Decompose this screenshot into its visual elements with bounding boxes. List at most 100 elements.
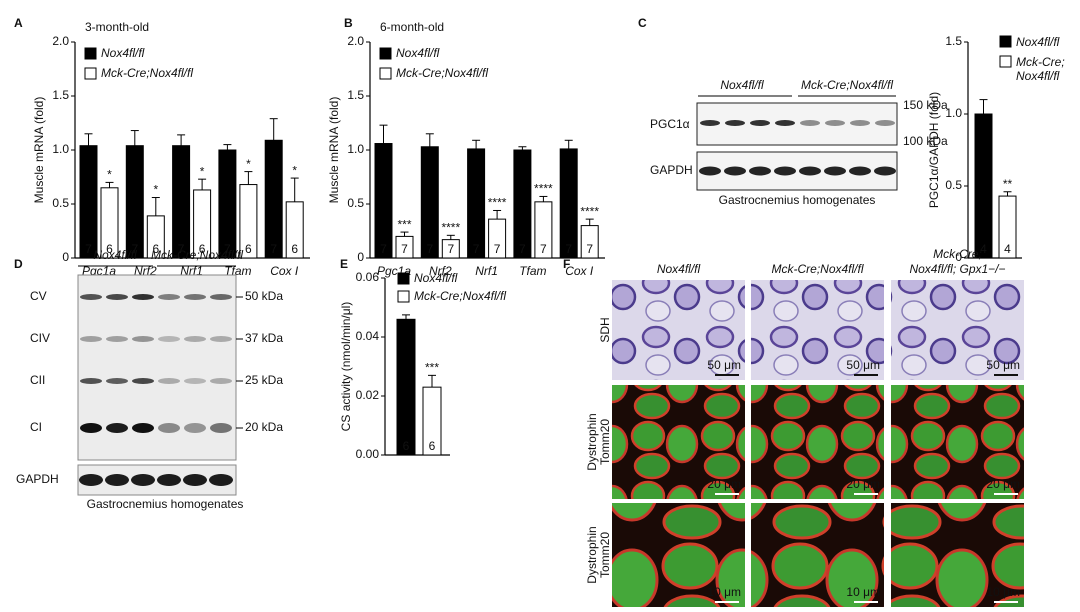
blot-band — [750, 120, 770, 126]
count-label: 6 — [429, 439, 436, 453]
blot-band — [80, 423, 102, 433]
scale-label: 20 μm — [707, 477, 741, 491]
count-label: 7 — [586, 242, 593, 256]
count-label: 6 — [106, 242, 113, 256]
panel-letter: C — [638, 16, 647, 30]
marker-label: 50 kDa — [245, 289, 283, 303]
count-label: 7 — [494, 242, 501, 256]
micrograph — [612, 280, 745, 380]
bar — [374, 143, 393, 259]
blot-group-label: Nox4fl/fl — [720, 78, 764, 92]
count-label: 7 — [473, 242, 480, 256]
scale-label: 50 μm — [986, 358, 1020, 372]
count-label: 6 — [291, 242, 298, 256]
blot-row-label: CII — [30, 373, 45, 387]
y-tick-label: 0 — [357, 250, 364, 264]
significance: * — [153, 183, 158, 197]
y-tick-label: 2.0 — [52, 34, 69, 48]
legend-label: Mck-Cre;Nox4fl/fl — [101, 66, 193, 80]
blot-row-label: CI — [30, 420, 42, 434]
significance: **** — [534, 182, 553, 196]
micrograph — [751, 280, 884, 380]
y-tick-label: 1.5 — [52, 88, 69, 102]
legend-swatch — [397, 290, 410, 303]
y-tick-label: 2.0 — [347, 34, 364, 48]
count-label: 7 — [380, 242, 387, 256]
count-label: 7 — [540, 242, 547, 256]
marker-label: 25 kDa — [245, 373, 283, 387]
blot-band — [725, 120, 745, 126]
blot-band — [106, 294, 128, 300]
blot-row-label: GAPDH — [16, 472, 59, 486]
significance: * — [200, 164, 205, 178]
marker-label: 20 kDa — [245, 420, 283, 434]
micrograph — [612, 503, 745, 607]
legend-swatch — [84, 67, 97, 80]
scale-label: 20 μm — [846, 477, 880, 491]
scale-label: 50 μm — [707, 358, 741, 372]
count-label: 7 — [85, 242, 92, 256]
micrograph — [891, 503, 1024, 607]
marker-label: 150 kDa — [903, 98, 948, 112]
panel-letter: A — [14, 16, 23, 30]
blot-band — [799, 166, 821, 176]
legend-swatch — [379, 47, 392, 60]
y-tick-label: 0.5 — [945, 178, 962, 192]
y-tick-label: 0 — [62, 250, 69, 264]
x-tick-label: Cox I — [565, 264, 594, 278]
panel-letter: B — [344, 16, 353, 30]
blot-band — [699, 166, 721, 176]
legend-swatch — [999, 35, 1012, 48]
column-header: Mck-Cre;Nox4fl/fl — [771, 262, 863, 276]
y-tick-label: 1.0 — [347, 142, 364, 156]
panel-letter: F — [563, 257, 570, 271]
x-tick-label: Tfam — [519, 264, 546, 278]
y-tick-label: 0.5 — [347, 196, 364, 210]
significance: * — [107, 168, 112, 182]
blot-band — [132, 294, 154, 300]
blot-band — [184, 294, 206, 300]
legend-label: Mck-Cre; Nox4fl/fl — [1016, 55, 1065, 83]
significance: *** — [397, 217, 411, 231]
row-label: Tomm20 — [598, 532, 612, 578]
legend-swatch — [379, 67, 392, 80]
column-header: Nox4fl/fl; Gpx1−/− — [909, 262, 1005, 276]
significance: **** — [580, 204, 599, 218]
blot-band — [210, 378, 232, 384]
blot-band — [132, 336, 154, 342]
blot-band — [80, 378, 102, 384]
count-label: 7 — [224, 242, 231, 256]
blot-band — [158, 423, 180, 433]
scale-label: 50 μm — [846, 358, 880, 372]
blot-band — [209, 474, 233, 486]
blot-group-label: Mck-Cre;Nox4fl/fl — [801, 78, 893, 92]
y-tick-label: 0.04 — [356, 329, 380, 343]
count-label: 6 — [152, 242, 159, 256]
y-axis-label: Muscle mRNA (fold) — [32, 97, 46, 204]
blot-caption: Gastrocnemius homogenates — [719, 193, 876, 207]
y-tick-label: 0.02 — [356, 388, 380, 402]
blot-band — [774, 166, 796, 176]
chart-title: 6-month-old — [380, 20, 444, 34]
blot-band — [158, 378, 180, 384]
column-header: Mck-Cre; — [933, 247, 982, 261]
x-tick-label: Cox I — [270, 264, 299, 278]
significance: **** — [488, 196, 507, 210]
significance: * — [292, 163, 297, 177]
count-label: 6 — [245, 242, 252, 256]
blot-row-label: CV — [30, 289, 47, 303]
blot-band — [183, 474, 207, 486]
legend-label: Mck-Cre;Nox4fl/fl — [396, 66, 488, 80]
panel-letter: D — [14, 257, 23, 271]
micrograph — [612, 385, 745, 499]
bar — [125, 145, 144, 259]
blot-band — [106, 336, 128, 342]
y-tick-label: 1.0 — [52, 142, 69, 156]
y-tick-label: 0.5 — [52, 196, 69, 210]
blot-band — [106, 378, 128, 384]
panel-letter: E — [340, 257, 348, 271]
x-tick-label: Nrf2 — [429, 264, 452, 278]
marker-label: 100 kDa — [903, 134, 948, 148]
blot-band — [80, 294, 102, 300]
